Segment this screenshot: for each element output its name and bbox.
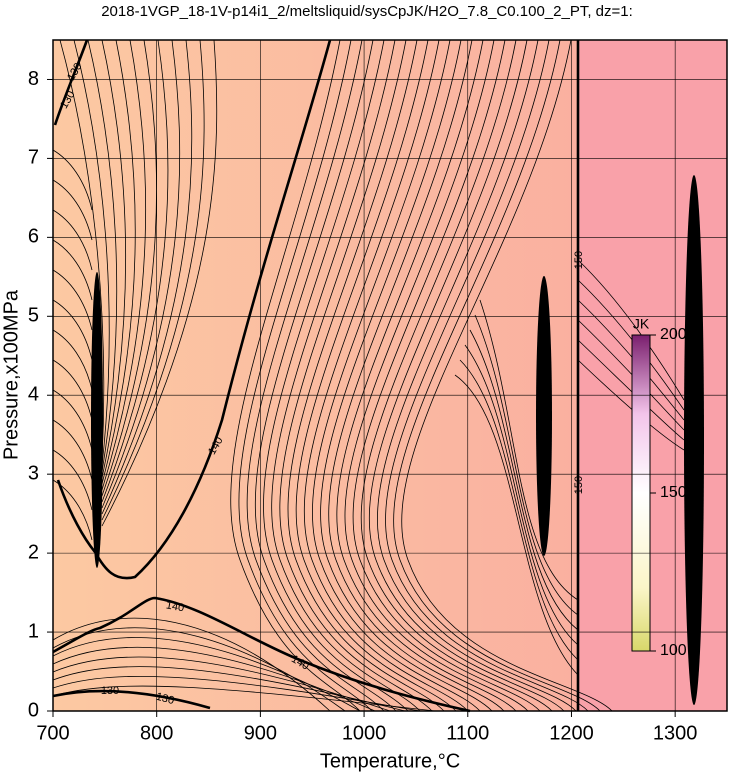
contour-line (52, 329, 93, 391)
contour-line (52, 209, 93, 271)
contour-line (101, 39, 205, 521)
contour-line (469, 329, 579, 631)
contour-line (52, 389, 93, 451)
contour-line (360, 39, 553, 712)
contour-line (101, 39, 218, 527)
y-tick-label: 5 (28, 305, 39, 327)
contour-line (52, 646, 376, 712)
x-axis-label: Temperature,°C (320, 750, 460, 772)
y-tick-label: 2 (28, 541, 39, 563)
contour-line (52, 449, 93, 511)
contour-line (263, 39, 409, 712)
contour-line (336, 39, 517, 712)
contour-line (320, 39, 493, 712)
y-tick-label: 3 (28, 462, 39, 484)
contour-line (238, 39, 373, 712)
contour-line (246, 39, 385, 712)
contour-line (271, 39, 421, 712)
contour-line (52, 617, 331, 712)
contour-line (344, 39, 529, 712)
y-tick-label: 8 (28, 68, 39, 90)
contour-line (52, 269, 93, 331)
contour-line (328, 39, 505, 712)
contour-line (352, 39, 541, 712)
contour-label: 150 (573, 476, 585, 494)
x-tick-label: 1200 (549, 722, 594, 744)
contour-line (52, 666, 406, 712)
contour-line (101, 39, 136, 485)
contour-line (295, 39, 457, 712)
y-tick-label: 0 (28, 699, 39, 721)
contour-line (101, 39, 147, 491)
y-axis-label: Pressure,x100MPa (0, 289, 22, 460)
x-tick-label: 1300 (653, 722, 698, 744)
chart-title: 2018-1VGP_18-1V-p14i1_2/meltsliquid/sysC… (101, 3, 633, 20)
x-tick-label: 1000 (342, 722, 387, 744)
contour-line (73, 39, 110, 467)
y-tick-label: 1 (28, 620, 39, 642)
contour-line (479, 299, 579, 601)
contour-line (255, 39, 397, 712)
contour-line (464, 344, 579, 646)
contour-label: 140 (165, 599, 185, 614)
contour-line (303, 39, 469, 712)
x-tick-label: 1100 (446, 722, 489, 744)
contour-line (401, 39, 613, 712)
contour-line (393, 39, 601, 712)
x-tick-label: 800 (140, 722, 173, 744)
contour-line (52, 239, 93, 301)
contour-line (101, 39, 193, 515)
contour-label: 130 (101, 685, 119, 697)
colorbar-tick-label: 150 (660, 484, 687, 501)
contour-line (52, 149, 93, 211)
contour-line (59, 39, 105, 461)
contour-line (377, 39, 577, 712)
contour-line (287, 39, 445, 712)
y-tick-label: 6 (28, 226, 39, 248)
contour-line (101, 39, 169, 503)
contour-line (52, 656, 391, 712)
contour-line (101, 39, 157, 497)
contour-line (368, 39, 565, 712)
contour-line (52, 419, 93, 481)
contour-line (279, 39, 433, 712)
contour-line (474, 314, 579, 616)
contour-line (52, 179, 93, 241)
contour-line (87, 39, 118, 473)
contour-line (312, 39, 481, 712)
contour-label: 150 (573, 251, 585, 269)
contour-line (577, 259, 685, 401)
contour-line (52, 479, 93, 541)
contour-line (52, 299, 93, 361)
contour-label: 140 (91, 326, 103, 344)
x-tick-label: 900 (244, 722, 277, 744)
contour-lines (52, 39, 704, 713)
colorbar (631, 334, 651, 652)
contour-line (230, 39, 361, 712)
contour-line (101, 39, 126, 479)
y-tick-label: 7 (28, 147, 39, 169)
contour-line (459, 359, 579, 661)
contour-label: 130 (155, 691, 176, 707)
region-background (578, 40, 727, 711)
contour-line (52, 675, 421, 712)
contour-line (385, 39, 589, 712)
colorbar-tick-label: 100 (660, 642, 687, 659)
contour-line (52, 359, 93, 421)
colorbar-tick-label: 200 (660, 326, 687, 343)
y-tick-label: 4 (28, 384, 39, 406)
contour-line (52, 685, 436, 712)
contour-line (454, 374, 579, 676)
x-tick-label: 700 (36, 722, 69, 744)
colorbar-label: JK (633, 316, 650, 332)
